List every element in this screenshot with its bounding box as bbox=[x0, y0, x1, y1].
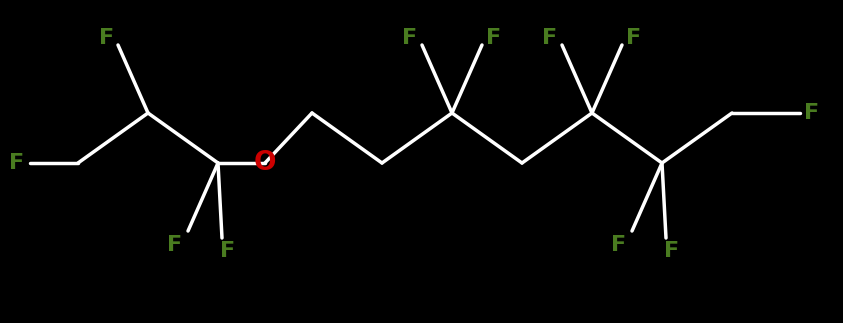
Text: F: F bbox=[664, 241, 679, 261]
Text: F: F bbox=[626, 28, 642, 48]
Text: F: F bbox=[99, 28, 115, 48]
Text: F: F bbox=[9, 153, 24, 173]
Text: F: F bbox=[542, 28, 557, 48]
Text: F: F bbox=[486, 28, 502, 48]
Text: F: F bbox=[220, 241, 235, 261]
Text: F: F bbox=[168, 235, 183, 255]
Text: F: F bbox=[804, 103, 819, 123]
Text: F: F bbox=[611, 235, 626, 255]
Text: F: F bbox=[402, 28, 417, 48]
Text: O: O bbox=[254, 150, 277, 176]
